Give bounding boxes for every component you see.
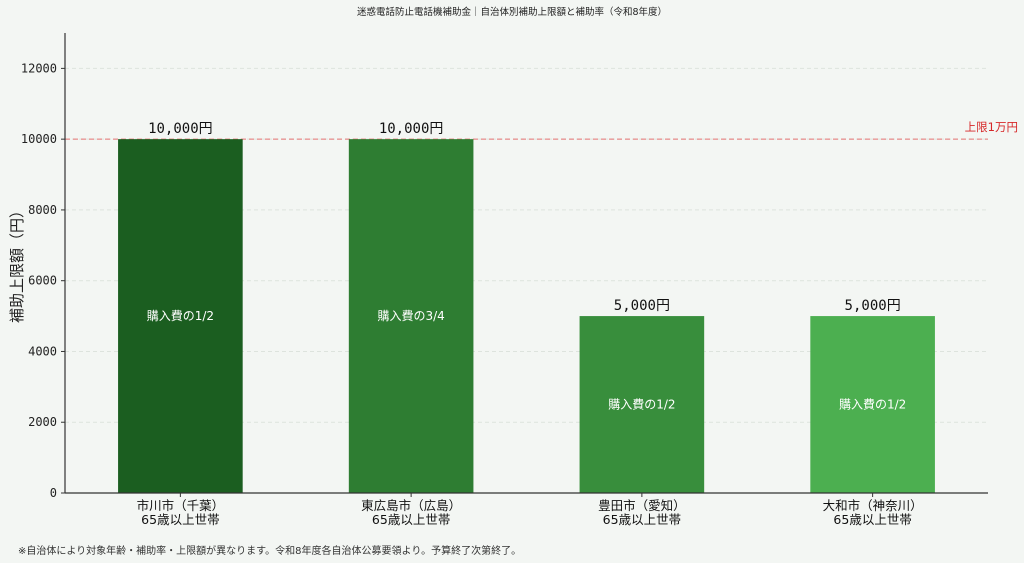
reference-line-label: 上限1万円: [965, 120, 1018, 134]
bar-value-label: 10,000円: [379, 121, 444, 137]
bars: 10,000円購入費の1/210,000円購入費の3/45,000円購入費の1/…: [118, 121, 935, 493]
bar-value-label: 5,000円: [845, 298, 901, 314]
chart-title: 迷惑電話防止電話機補助金｜自治体別補助上限額と補助率（令和8年度）: [357, 6, 667, 18]
y-tick-label: 12000: [21, 61, 57, 75]
x-tick-label: 東広島市（広島）: [361, 498, 461, 513]
x-tick-label: 大和市（神奈川）: [823, 498, 923, 513]
x-tick-label: 65歳以上世帯: [833, 512, 911, 527]
y-tick-label: 4000: [28, 344, 57, 358]
x-tick-label: 豊田市（愛知）: [598, 498, 686, 513]
bar: [348, 139, 474, 493]
bar: [579, 316, 705, 493]
x-tick-label: 65歳以上世帯: [372, 512, 450, 527]
y-tick-label: 8000: [28, 203, 57, 217]
bar-rate-label: 購入費の1/2: [147, 308, 214, 323]
y-tick-label: 0: [50, 486, 57, 500]
axes: 020004000600080001000012000市川市（千葉）65歳以上世…: [21, 33, 988, 527]
y-tick-label: 2000: [28, 415, 57, 429]
y-tick-label: 10000: [21, 132, 57, 146]
y-axis-label: 補助上限額（円）: [8, 203, 26, 323]
footnote: ※自治体により対象年齢・補助率・上限額が異なります。令和8年度各自治体公募要領よ…: [18, 544, 521, 557]
bar-rate-label: 購入費の1/2: [839, 397, 906, 412]
x-tick-label: 市川市（千葉）: [137, 498, 225, 513]
bar: [810, 316, 935, 493]
x-tick-label: 65歳以上世帯: [141, 512, 219, 527]
bar-value-label: 5,000円: [614, 298, 670, 314]
bar-rate-label: 購入費の1/2: [608, 397, 675, 412]
bar-value-label: 10,000円: [148, 121, 213, 137]
x-tick-label: 65歳以上世帯: [603, 512, 681, 527]
y-tick-label: 6000: [28, 274, 57, 288]
bar-rate-label: 購入費の3/4: [377, 308, 444, 323]
bar: [118, 139, 243, 493]
